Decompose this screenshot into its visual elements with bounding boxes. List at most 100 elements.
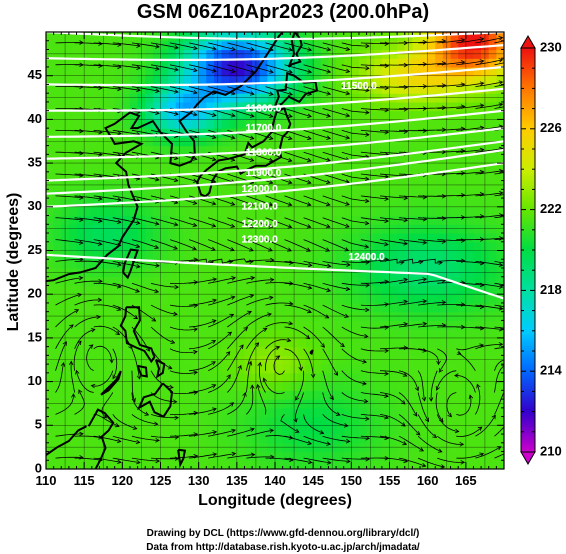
heat-cell [198, 329, 207, 339]
heat-cell [168, 294, 177, 304]
heat-cell [435, 40, 444, 51]
heat-cell [488, 337, 497, 348]
heat-cell [290, 285, 299, 295]
streamline-arrowhead [440, 464, 446, 469]
heat-cell [267, 285, 276, 295]
streamline [170, 433, 198, 437]
heat-cell [351, 381, 360, 391]
heat-cell [221, 32, 230, 42]
streamline [246, 313, 272, 328]
heat-cell [358, 460, 368, 469]
heat-cell [343, 75, 352, 86]
heat-cell [305, 84, 314, 94]
heat-cell [145, 58, 154, 68]
streamline [418, 279, 446, 284]
heat-cell [465, 416, 475, 426]
heat-cell [290, 407, 299, 418]
heat-cell [358, 346, 368, 356]
heat-cell [275, 233, 284, 243]
streamline-arrowhead [365, 132, 370, 137]
heat-cell [427, 215, 436, 225]
heat-cell [122, 346, 131, 356]
heat-cell [107, 320, 116, 330]
heat-cell [404, 163, 413, 173]
heat-cell [465, 154, 475, 164]
streamline-arrowhead [79, 151, 84, 156]
heat-cell [267, 250, 276, 260]
streamline [150, 195, 178, 204]
heat-cell [275, 381, 284, 391]
heat-cell [168, 259, 177, 269]
heat-cell [465, 49, 475, 59]
streamline [418, 62, 446, 66]
x-tick-label: 140 [264, 473, 286, 488]
streamline [265, 151, 292, 162]
heat-cell [84, 381, 93, 391]
streamline [246, 456, 274, 459]
heat-cell [420, 285, 429, 295]
heat-cell [152, 346, 162, 356]
heat-cell [91, 145, 101, 155]
heat-cell [175, 372, 184, 383]
heat-cell [168, 285, 177, 295]
heat-cell [259, 250, 268, 260]
streamline [55, 173, 84, 177]
heat-cell [46, 163, 55, 173]
streamline-arrowhead [116, 219, 122, 224]
heat-cell [275, 442, 284, 453]
heat-cell [68, 250, 78, 260]
heat-cell [221, 58, 230, 68]
heat-cell [290, 66, 299, 77]
heat-cell [435, 93, 444, 103]
heat-cell [229, 381, 238, 391]
heat-cell [450, 233, 459, 243]
heat-cell [84, 451, 93, 461]
coastline [309, 349, 314, 356]
streamline-arrowhead [460, 302, 466, 307]
heat-cell [46, 49, 55, 59]
heat-cell [76, 276, 85, 287]
heat-cell [46, 425, 55, 435]
streamline-arrowhead [346, 458, 351, 464]
heat-cell [358, 84, 368, 94]
streamline [379, 108, 408, 110]
heat-cell [358, 390, 368, 400]
streamline [55, 239, 83, 244]
streamline-arrowhead [460, 460, 466, 465]
heat-cell [206, 110, 215, 120]
heat-cell [107, 337, 116, 348]
heat-cell [198, 267, 207, 278]
heat-cell [351, 145, 360, 155]
heat-cell [244, 250, 253, 260]
heat-cell [412, 364, 421, 374]
heat-cell [221, 145, 230, 155]
streamline [437, 150, 465, 153]
heat-cell [496, 101, 504, 112]
heat-cell [351, 451, 360, 461]
heat-cell [160, 75, 169, 86]
heat-cell [412, 390, 421, 400]
streamline [341, 86, 370, 91]
heat-cell [412, 416, 421, 426]
heat-cell [107, 49, 116, 59]
colorbar-tick-label: 222 [540, 201, 562, 216]
streamline [456, 38, 484, 44]
streamline [169, 348, 198, 354]
heat-cell [412, 346, 421, 356]
heat-cell [46, 206, 55, 217]
heat-cell [191, 171, 200, 182]
streamline [246, 342, 259, 371]
heat-cell [129, 390, 139, 400]
heat-cell [351, 58, 360, 68]
heat-cell [313, 154, 322, 164]
heat-cell [91, 93, 101, 103]
heat-cell [91, 390, 101, 400]
heat-cell [458, 425, 467, 435]
heat-cell [381, 145, 391, 155]
streamline [417, 414, 437, 438]
heat-cell [313, 101, 322, 112]
heat-cell [61, 215, 70, 225]
heat-cell [420, 119, 429, 129]
heat-cell [488, 198, 497, 208]
heat-cell [191, 75, 200, 86]
